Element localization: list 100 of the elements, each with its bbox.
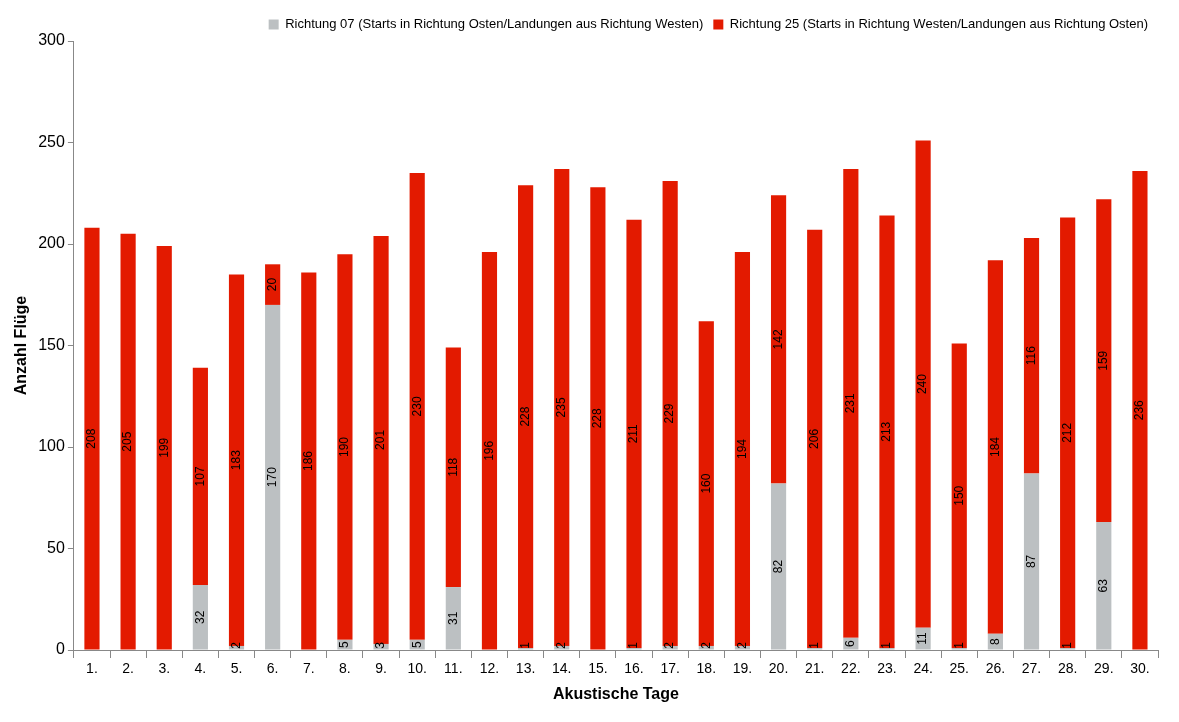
data-label: 228 bbox=[590, 408, 605, 429]
data-label: 199 bbox=[156, 437, 171, 458]
x-tick-label: 27. bbox=[1021, 660, 1042, 677]
data-label: 150 bbox=[951, 485, 966, 506]
y-tick-label: 50 bbox=[47, 538, 65, 556]
data-label: 31 bbox=[445, 611, 460, 625]
bar bbox=[84, 227, 100, 650]
data-label: 3 bbox=[373, 641, 388, 649]
data-label: 82 bbox=[770, 559, 785, 574]
data-label: 205 bbox=[120, 431, 135, 452]
bar bbox=[120, 233, 136, 650]
bar bbox=[1096, 522, 1112, 650]
x-tick-label: 5. bbox=[230, 660, 243, 677]
data-label: 6 bbox=[843, 640, 858, 647]
y-axis-title: Anzahl Flüge bbox=[12, 295, 30, 396]
y-tick-label: 0 bbox=[55, 640, 65, 658]
data-label: 230 bbox=[409, 396, 424, 417]
data-label: 211 bbox=[626, 423, 641, 444]
x-tick-label: 18. bbox=[696, 660, 717, 677]
legend-label: Richtung 07 (Starts in Richtung Osten/Landungen aus Richtung Westen) bbox=[285, 16, 704, 32]
bar bbox=[301, 272, 317, 650]
data-label: 1 bbox=[951, 641, 966, 649]
bar bbox=[987, 260, 1003, 634]
bar bbox=[445, 347, 461, 588]
legend-label: Richtung 25 (Starts in Richtung Westen/Landungen aus Richtung Osten) bbox=[729, 16, 1148, 32]
data-label: 206 bbox=[807, 428, 822, 449]
data-label: 1 bbox=[879, 641, 894, 649]
x-tick-label: 7. bbox=[302, 660, 315, 677]
x-tick-label: 13. bbox=[515, 660, 536, 677]
data-label: 142 bbox=[770, 329, 785, 350]
bar bbox=[192, 585, 208, 650]
x-tick-label: 25. bbox=[949, 660, 969, 677]
bar bbox=[481, 252, 498, 650]
bar bbox=[265, 304, 281, 650]
data-label: 32 bbox=[192, 610, 207, 624]
data-label: 5 bbox=[337, 641, 352, 649]
y-tick-label: 150 bbox=[38, 335, 65, 353]
data-label: 186 bbox=[301, 450, 316, 471]
bar bbox=[807, 229, 823, 648]
bar bbox=[192, 367, 208, 586]
data-label: 228 bbox=[517, 406, 532, 427]
data-label: 2 bbox=[734, 641, 749, 649]
data-label: 235 bbox=[554, 397, 569, 418]
data-label: 1 bbox=[626, 641, 641, 649]
x-axis-title: Akustische Tage bbox=[552, 684, 680, 702]
bar bbox=[518, 185, 534, 648]
data-label: 201 bbox=[373, 429, 388, 450]
bar bbox=[915, 140, 931, 628]
data-label: 118 bbox=[445, 457, 460, 477]
x-tick-label: 20. bbox=[768, 660, 789, 677]
y-tick-label: 300 bbox=[38, 31, 65, 49]
x-tick-label: 15. bbox=[588, 660, 608, 677]
x-tick-label: 21. bbox=[804, 660, 825, 677]
x-tick-label: 28. bbox=[1057, 660, 1078, 677]
data-label: 213 bbox=[879, 421, 894, 442]
bar bbox=[590, 187, 606, 650]
data-label: 5 bbox=[409, 641, 424, 649]
data-label: 196 bbox=[481, 440, 496, 461]
x-tick-label: 30. bbox=[1130, 660, 1150, 677]
bar bbox=[373, 235, 389, 644]
bar bbox=[1023, 237, 1040, 474]
data-label: 87 bbox=[1023, 554, 1038, 569]
x-tick-label: 22. bbox=[841, 660, 861, 677]
data-label: 1 bbox=[517, 641, 532, 649]
data-label: 63 bbox=[1096, 578, 1111, 593]
x-tick-label: 24. bbox=[913, 660, 933, 677]
x-tick-label: 1. bbox=[86, 660, 98, 677]
x-tick-label: 26. bbox=[985, 660, 1006, 677]
data-label: 2 bbox=[698, 641, 713, 649]
y-tick-label: 200 bbox=[38, 234, 65, 252]
data-label: 208 bbox=[84, 428, 99, 449]
bar bbox=[770, 195, 787, 484]
x-tick-label: 4. bbox=[194, 660, 207, 677]
data-label: 236 bbox=[1132, 399, 1147, 421]
data-label: 212 bbox=[1059, 422, 1074, 443]
x-tick-label: 9. bbox=[375, 660, 387, 677]
data-label: 184 bbox=[987, 436, 1002, 458]
data-label: 194 bbox=[734, 438, 749, 460]
data-label: 2 bbox=[228, 641, 243, 649]
bar bbox=[1132, 170, 1148, 650]
data-label: 20 bbox=[264, 277, 279, 292]
data-label: 2 bbox=[554, 641, 569, 649]
bar bbox=[1023, 473, 1040, 650]
x-tick-label: 12. bbox=[479, 660, 500, 677]
data-label: 183 bbox=[228, 449, 243, 471]
bar bbox=[337, 254, 353, 640]
x-tick-label: 19. bbox=[732, 660, 753, 677]
bar bbox=[843, 168, 859, 638]
x-tick-label: 11. bbox=[444, 660, 463, 677]
data-label: 116 bbox=[1023, 345, 1038, 366]
bar bbox=[156, 246, 172, 650]
bar bbox=[951, 343, 967, 648]
x-tick-label: 23. bbox=[877, 660, 897, 677]
x-tick-label: 6. bbox=[266, 660, 279, 677]
bar bbox=[1096, 199, 1112, 523]
bar bbox=[1060, 217, 1076, 648]
x-tick-label: 3. bbox=[158, 660, 171, 677]
data-label: 160 bbox=[698, 473, 713, 494]
data-label: 190 bbox=[337, 436, 352, 458]
data-label: 1 bbox=[807, 641, 822, 649]
